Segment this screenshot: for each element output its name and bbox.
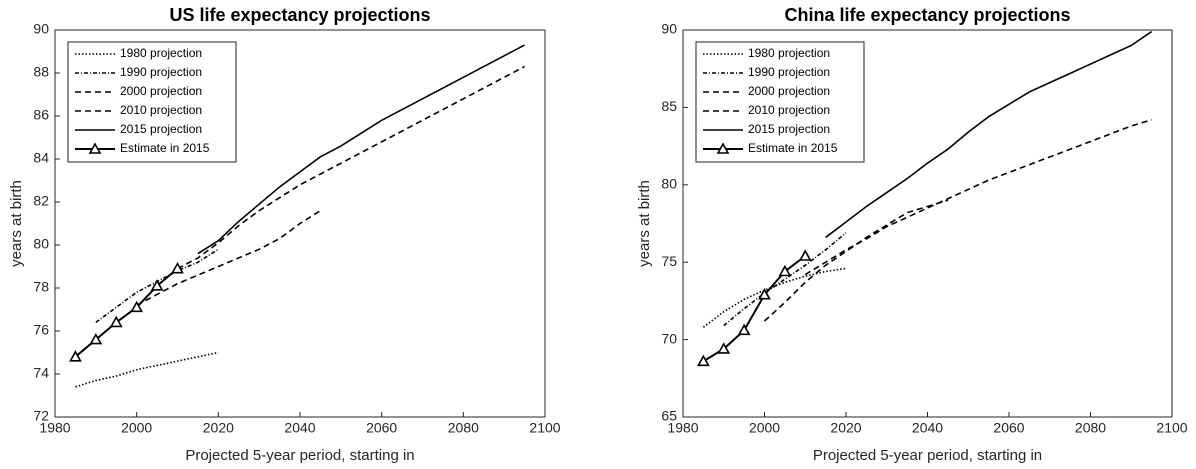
legend-label: Estimate in 2015 bbox=[748, 141, 838, 155]
series-line bbox=[197, 44, 525, 255]
legend-marker bbox=[88, 142, 102, 154]
y-tick-label: 75 bbox=[661, 253, 677, 269]
data-marker bbox=[697, 354, 710, 367]
y-tick-label: 82 bbox=[33, 193, 49, 209]
data-marker bbox=[737, 323, 751, 336]
chart-title: US life expectancy projections bbox=[169, 5, 430, 25]
series-line bbox=[804, 119, 1152, 276]
legend-label: 1980 projection bbox=[120, 46, 202, 60]
chart-title: China life expectancy projections bbox=[784, 5, 1070, 25]
x-tick-label: 2080 bbox=[448, 420, 479, 436]
y-tick-label: 74 bbox=[33, 365, 49, 381]
x-tick-label: 1980 bbox=[667, 420, 698, 436]
y-tick-label: 70 bbox=[661, 330, 677, 346]
data-marker bbox=[171, 262, 184, 274]
x-tick-label: 2040 bbox=[284, 420, 315, 436]
y-tick-label: 86 bbox=[33, 107, 49, 123]
legend-box bbox=[67, 41, 237, 163]
y-tick-label: 80 bbox=[33, 236, 49, 252]
y-axis-label: years at birth bbox=[8, 180, 25, 267]
legend-label: 2000 projection bbox=[748, 84, 830, 98]
data-marker bbox=[69, 350, 82, 362]
y-tick-label: 72 bbox=[33, 408, 49, 424]
series-line bbox=[75, 351, 219, 388]
y-tick-label: 76 bbox=[33, 322, 49, 338]
legend-label: 2010 projection bbox=[120, 103, 202, 117]
x-tick-label: 2000 bbox=[749, 420, 780, 436]
legend-label: 2015 projection bbox=[120, 122, 202, 136]
legend-label: 1980 projection bbox=[748, 46, 830, 60]
x-tick-label: 1980 bbox=[39, 420, 70, 436]
x-tick-label: 2080 bbox=[1075, 420, 1106, 436]
legend-label: 2000 projection bbox=[120, 84, 202, 98]
y-tick-label: 80 bbox=[661, 176, 677, 192]
x-tick-label: 2020 bbox=[203, 420, 234, 436]
series-line bbox=[177, 65, 525, 270]
x-tick-label: 2060 bbox=[993, 420, 1024, 436]
y-tick-label: 65 bbox=[661, 408, 677, 424]
legend-label: 2010 projection bbox=[748, 103, 830, 117]
data-marker bbox=[109, 315, 123, 328]
data-marker bbox=[798, 249, 812, 261]
x-tick-label: 2040 bbox=[912, 420, 943, 436]
x-axis-label: Projected 5-year period, starting in bbox=[813, 447, 1042, 464]
data-marker bbox=[778, 264, 792, 277]
legend-label: 1990 projection bbox=[748, 65, 830, 79]
x-tick-label: 2000 bbox=[121, 420, 152, 436]
data-marker bbox=[758, 288, 771, 300]
x-tick-label: 2020 bbox=[830, 420, 861, 436]
y-tick-label: 88 bbox=[33, 64, 49, 80]
x-tick-label: 2100 bbox=[529, 420, 560, 436]
legend-marker bbox=[716, 142, 730, 154]
y-tick-label: 90 bbox=[33, 21, 49, 37]
data-marker bbox=[717, 342, 731, 354]
series-line bbox=[723, 232, 847, 327]
series-line bbox=[136, 209, 321, 306]
x-axis-label: Projected 5-year period, starting in bbox=[185, 447, 414, 464]
y-tick-label: 78 bbox=[33, 279, 49, 295]
series-line bbox=[763, 199, 949, 322]
y-tick-label: 84 bbox=[33, 150, 49, 166]
legend-label: 2015 projection bbox=[748, 122, 830, 136]
legend-box bbox=[695, 41, 865, 163]
legend-label: 1990 projection bbox=[120, 65, 202, 79]
y-tick-label: 85 bbox=[661, 98, 677, 114]
legend-label: Estimate in 2015 bbox=[120, 141, 210, 155]
x-tick-label: 2060 bbox=[366, 420, 397, 436]
x-tick-label: 2100 bbox=[1156, 420, 1187, 436]
data-marker bbox=[130, 300, 144, 313]
data-marker bbox=[89, 332, 103, 345]
data-marker bbox=[150, 279, 164, 291]
y-axis-label: years at birth bbox=[636, 180, 653, 267]
y-tick-label: 90 bbox=[661, 21, 677, 37]
series-line bbox=[825, 30, 1153, 239]
